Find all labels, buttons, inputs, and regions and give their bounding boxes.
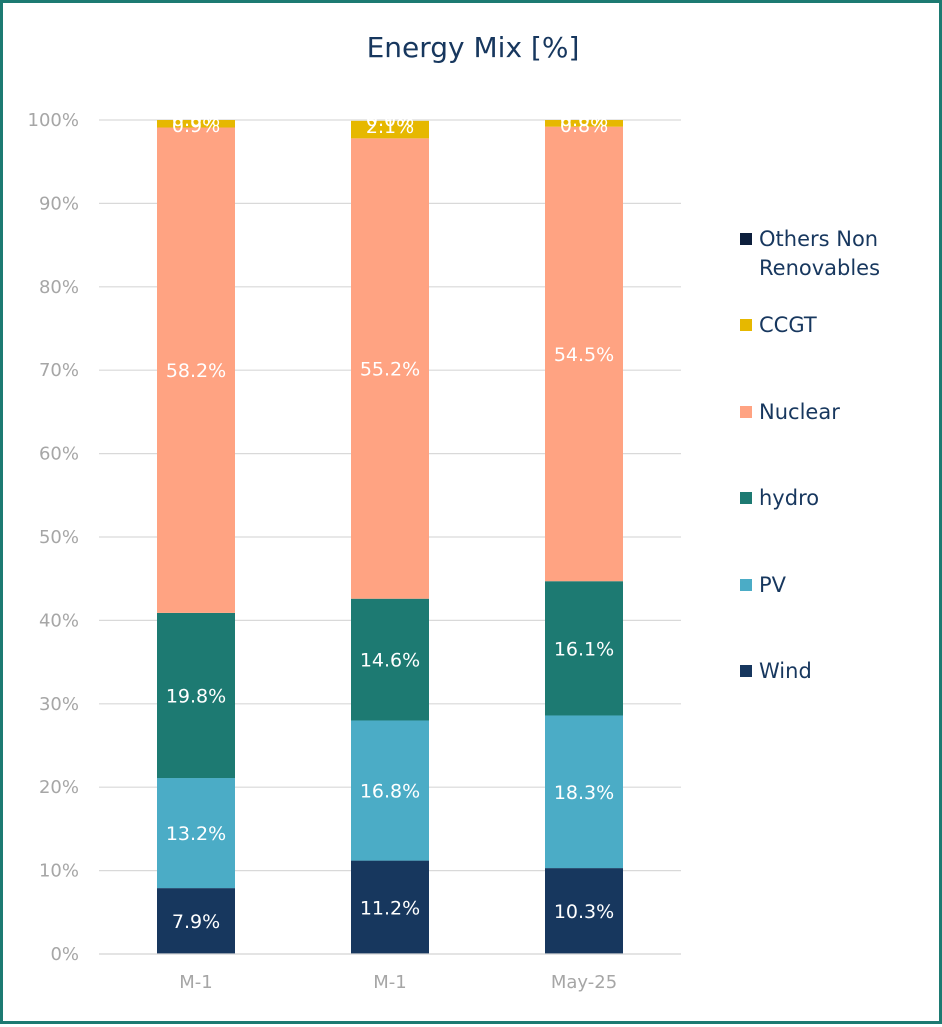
y-tick-label: 30% <box>39 694 79 715</box>
data-label-nuclear-1: 55.2% <box>360 359 420 381</box>
data-label-others-non-renovables-0: 0.0% <box>172 109 220 131</box>
data-label-wind-1: 11.2% <box>360 897 420 919</box>
data-label-hydro-2: 16.1% <box>554 638 614 660</box>
y-tick-label: 60% <box>39 444 79 465</box>
bar-ccgt-1 <box>351 120 429 139</box>
legend-swatch-hydro <box>740 492 752 504</box>
legend-swatch-ccgt <box>740 319 752 331</box>
data-label-pv-2: 18.3% <box>554 782 614 804</box>
y-tick-label: 40% <box>39 610 79 631</box>
legend-label-pv: PV <box>759 573 787 597</box>
data-label-ccgt-2: 0.8% <box>560 115 608 137</box>
legend-label-ccgt: CCGT <box>759 313 817 337</box>
x-tick-label: May-25 <box>551 972 617 993</box>
y-tick-label: 80% <box>39 277 79 298</box>
bar-hydro-2 <box>545 581 623 716</box>
data-label-hydro-1: 14.6% <box>360 650 420 672</box>
data-label-others-non-renovables-2: 0.0% <box>560 109 608 131</box>
data-label-pv-1: 16.8% <box>360 781 420 803</box>
data-labels: 7.9%13.2%19.8%58.2%0.9%0.0%11.2%16.8%14.… <box>166 109 614 933</box>
energy-mix-chart: Energy Mix [%] 0% 10% 20% 30% 40% 50% 60% 70% 80… <box>28 31 881 993</box>
y-tick-label: 10% <box>39 861 79 882</box>
data-label-nuclear-0: 58.2% <box>166 360 226 382</box>
data-label-wind-0: 7.9% <box>172 911 220 933</box>
bar-wind-0 <box>157 888 235 954</box>
x-tick-label: M-1 <box>179 972 212 993</box>
legend-label-others-non-renovables: Others Non Renovables <box>759 227 880 280</box>
x-tick-label: M-1 <box>373 972 406 993</box>
y-tick-label: 50% <box>39 527 79 548</box>
legend-label-hydro: hydro <box>759 486 819 510</box>
bar-nuclear-0 <box>157 127 235 613</box>
y-tick-label: 70% <box>39 360 79 381</box>
chart-title: Energy Mix [%] <box>367 31 580 64</box>
bars <box>157 120 623 954</box>
legend: Others Non Renovables CCGT Nuclear hydro PV Wi… <box>740 227 880 683</box>
data-label-ccgt-0: 0.9% <box>172 115 220 137</box>
y-tick-label: 20% <box>39 777 79 798</box>
data-label-hydro-0: 19.8% <box>166 685 226 707</box>
y-tick-label: 0% <box>50 944 79 965</box>
legend-swatch-pv <box>740 579 752 591</box>
legend-label-nuclear: Nuclear <box>759 400 840 424</box>
bar-wind-1 <box>351 860 429 954</box>
bar-ccgt-2 <box>545 120 623 127</box>
y-tick-label: 90% <box>39 193 79 214</box>
bar-hydro-1 <box>351 598 429 721</box>
bar-pv-0 <box>157 778 235 889</box>
bar-nuclear-2 <box>545 126 623 582</box>
data-label-pv-0: 13.2% <box>166 823 226 845</box>
legend-swatch-nuclear <box>740 406 752 418</box>
y-axis: 0% 10% 20% 30% 40% 50% 60% 70% 80% 90% 100% <box>28 110 79 965</box>
bar-wind-2 <box>545 868 623 954</box>
x-axis: M-1 M-1 May-25 <box>99 953 681 993</box>
data-label-ccgt-1: 2.1% <box>366 116 414 138</box>
bar-ccgt-0 <box>157 120 235 128</box>
legend-swatch-others-non-renovables <box>740 233 752 245</box>
bar-hydro-0 <box>157 612 235 779</box>
bar-pv-1 <box>351 720 429 861</box>
y-tick-label: 100% <box>28 110 79 131</box>
legend-label-wind: Wind <box>759 659 812 683</box>
bar-nuclear-1 <box>351 138 429 599</box>
data-label-others-non-renovables-1: 0.0% <box>366 109 414 131</box>
bar-pv-2 <box>545 715 623 869</box>
data-label-wind-2: 10.3% <box>554 901 614 923</box>
legend-swatch-wind <box>740 665 752 677</box>
data-label-nuclear-2: 54.5% <box>554 344 614 366</box>
